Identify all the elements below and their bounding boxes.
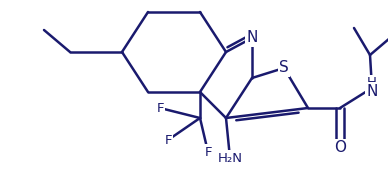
Text: H: H xyxy=(367,75,377,88)
Text: N: N xyxy=(246,30,258,46)
Text: F: F xyxy=(164,133,172,146)
Text: S: S xyxy=(279,60,289,75)
Text: F: F xyxy=(156,101,164,115)
Text: H₂N: H₂N xyxy=(218,152,242,164)
Text: N: N xyxy=(366,84,378,98)
Text: F: F xyxy=(204,146,212,159)
Text: O: O xyxy=(334,140,346,156)
